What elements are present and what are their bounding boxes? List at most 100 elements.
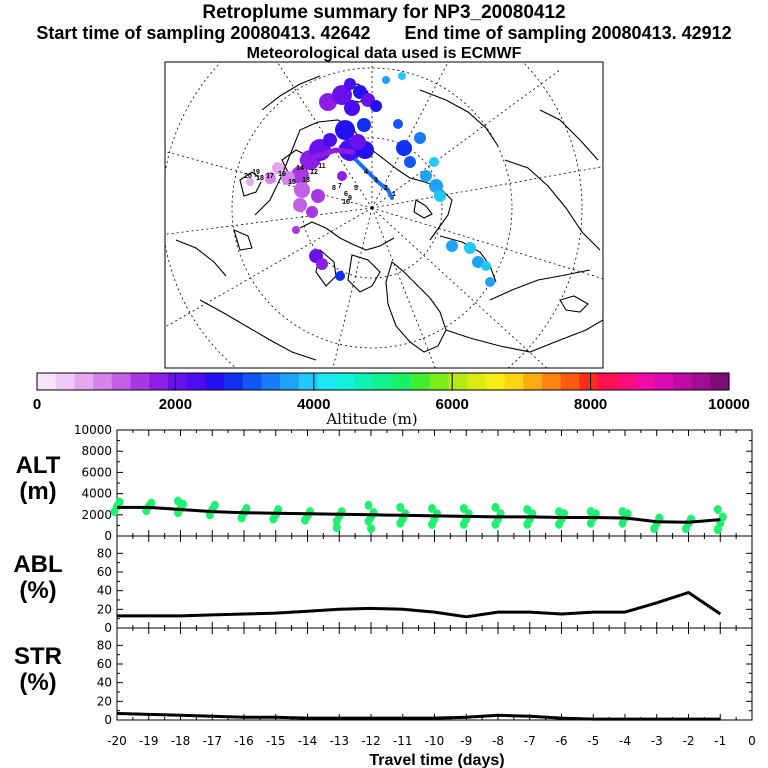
altitude-cluster: [428, 503, 436, 513]
x-tick-label: -6: [556, 734, 568, 748]
x-tick-label: -18: [171, 734, 191, 748]
colorbar-cell: [167, 373, 188, 390]
x-tick-label: -3: [651, 734, 663, 748]
altitude-cluster: [242, 503, 251, 513]
start-time-label: Start time of sampling 20080413. 42642: [36, 23, 371, 43]
colorbar-cell: [560, 373, 580, 390]
colorbar-cell: [224, 373, 244, 390]
plume-cluster: [350, 134, 366, 150]
y-tick-label: 10000: [74, 423, 112, 437]
plume-cluster: [323, 133, 337, 147]
altitude-cluster: [147, 498, 156, 508]
colorbar-cell: [598, 373, 618, 390]
y-tick-label: 0: [104, 713, 112, 727]
day-label: 16: [278, 171, 286, 178]
altitude-cluster: [174, 496, 182, 506]
colorbar-cell: [242, 373, 263, 390]
day-label: 13: [302, 177, 310, 184]
y-tick-label: 40: [97, 676, 112, 690]
colorbar-cell: [429, 373, 450, 390]
panel-alt: 0 2000 4000 6000 8000 10000 ALT(m): [16, 423, 753, 543]
plume-cluster: [472, 256, 484, 268]
colorbar-cell: [205, 373, 225, 390]
x-tick-label: -11: [393, 734, 413, 748]
day-label: 3: [374, 177, 378, 184]
altitude-cluster: [491, 502, 500, 512]
altitude-cluster: [459, 503, 468, 513]
altitude-cluster: [396, 502, 405, 512]
colorbar-cell: [111, 373, 132, 390]
plume-cluster: [404, 156, 416, 168]
colorbar-cell: [448, 373, 468, 390]
altitude-cluster: [618, 507, 627, 517]
day-label: 14: [296, 165, 304, 172]
x-tick-label: -7: [524, 734, 536, 748]
plume-track: [299, 147, 355, 163]
plume-cluster: [316, 258, 328, 270]
day-label: 7: [338, 183, 342, 190]
y-tick-label: 60: [97, 565, 112, 579]
day-label: 9: [348, 195, 352, 202]
colorbar-cell: [373, 373, 393, 390]
plume-cluster: [335, 271, 345, 281]
y-tick-label: 40: [97, 584, 112, 598]
y-tick-label: 6000: [81, 465, 112, 479]
colorbar-cell: [411, 373, 431, 390]
x-tick-label: -1: [714, 734, 726, 748]
day-label: 12: [310, 169, 318, 176]
altitude-cluster: [210, 500, 219, 510]
met-data-label: Meteorological data used is ECMWF: [246, 45, 522, 62]
plume-cluster: [429, 157, 439, 167]
altitude-cluster: [523, 505, 532, 514]
colorbar-cell: [186, 373, 206, 390]
x-tick-label: -9: [460, 734, 472, 748]
plume-cluster: [393, 119, 403, 129]
plume-cluster: [382, 76, 390, 84]
str-line: [116, 712, 721, 721]
x-tick-label: -12: [361, 734, 381, 748]
y-tick-label: 80: [97, 546, 112, 560]
colorbar-cell: [710, 373, 730, 390]
chart-title: Retroplume summary for NP3_20080412: [202, 2, 566, 23]
colorbar-tick-label: 2000: [159, 396, 192, 413]
colorbar-cell: [55, 373, 75, 390]
colorbar-cell: [93, 373, 113, 390]
colorbar-cell: [74, 373, 94, 390]
y-tick-label: 8000: [81, 444, 112, 458]
plume-cluster: [420, 170, 432, 182]
colorbar-tick-label: 6000: [436, 396, 469, 413]
altitude-cluster: [367, 524, 375, 534]
altitude-cluster: [718, 512, 727, 522]
panel-label-unit: (%): [19, 577, 56, 604]
plume-cluster: [414, 132, 426, 144]
plume-track: [354, 158, 394, 200]
x-axis-title: Travel time (days): [369, 752, 504, 768]
colorbar-cell: [280, 373, 300, 390]
abl-line: [117, 591, 722, 619]
colorbar-cell: [523, 373, 543, 390]
colorbar-title: Altitude (m): [325, 410, 417, 428]
altitude-cluster: [115, 497, 124, 507]
y-tick-label: 0: [104, 529, 112, 543]
plume-cluster: [344, 100, 360, 116]
plume-cluster: [357, 118, 371, 132]
day-label: 10: [342, 199, 350, 206]
plume-cluster: [246, 178, 254, 186]
colorbar-cell: [654, 373, 674, 390]
plume-cluster: [306, 206, 318, 218]
x-tick-label: -17: [202, 734, 222, 748]
alt-line: [117, 505, 721, 524]
y-tick-label: 2000: [81, 508, 112, 522]
x-tick-label: -13: [329, 734, 349, 748]
day-label: 15: [288, 179, 296, 186]
map-frame: [164, 61, 604, 369]
altitude-cluster: [332, 523, 341, 533]
colorbar-cell: [504, 373, 524, 390]
altitude-cluster: [586, 507, 595, 517]
day-label: 4: [364, 169, 368, 176]
day-label: 2: [384, 185, 388, 192]
plume-cluster: [311, 189, 325, 203]
x-tick-label: -8: [492, 734, 504, 748]
